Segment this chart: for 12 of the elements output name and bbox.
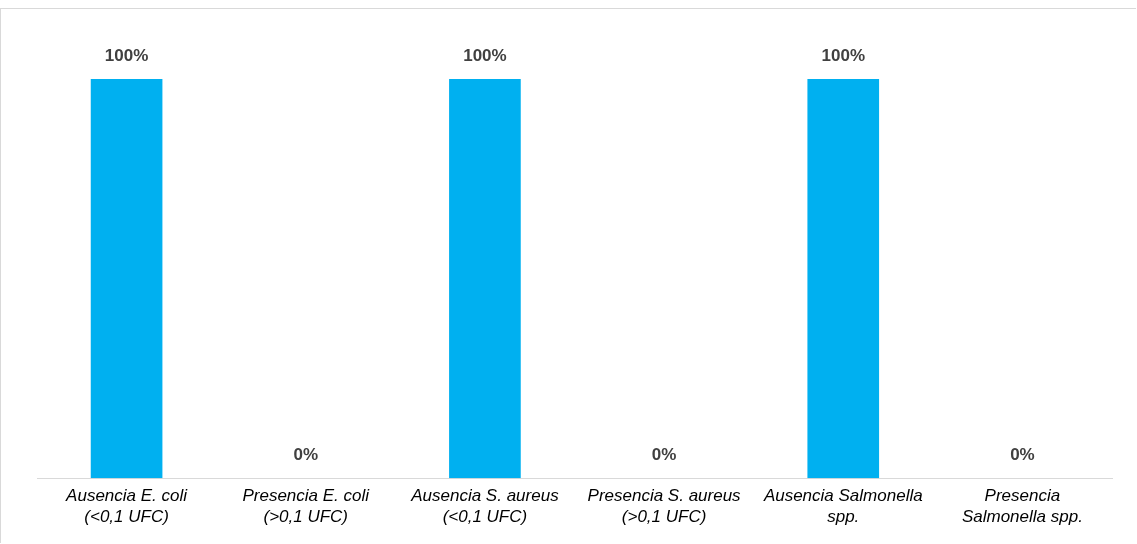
x-tick-label: Presencia E. coli (>0,1 UFC) bbox=[242, 486, 371, 526]
data-label: 0% bbox=[1010, 445, 1035, 465]
x-tick-label: Ausencia S. aureus (<0,1 UFC) bbox=[410, 486, 560, 526]
data-label: 100% bbox=[463, 46, 507, 66]
data-label: 100% bbox=[821, 46, 865, 66]
x-tick-label: Presencia S. aureus (>0,1 UFC) bbox=[587, 486, 742, 526]
x-tick-label: Presencia Salmonella spp. bbox=[961, 486, 1083, 526]
data-label: 0% bbox=[651, 445, 677, 465]
x-tick-label: Ausencia E. coli (<0,1 UFC) bbox=[65, 486, 189, 526]
x-tick-label: Ausencia Salmonella spp. bbox=[762, 486, 923, 526]
data-label: 100% bbox=[104, 46, 149, 66]
data-label: 0% bbox=[293, 445, 319, 465]
